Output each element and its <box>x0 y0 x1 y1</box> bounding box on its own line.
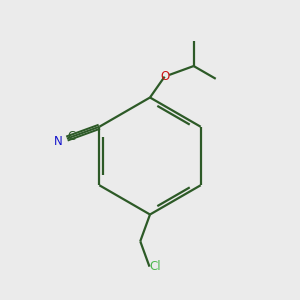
Text: O: O <box>160 70 169 83</box>
Text: Cl: Cl <box>149 260 161 273</box>
Text: N: N <box>54 135 63 148</box>
Text: C: C <box>68 130 76 143</box>
